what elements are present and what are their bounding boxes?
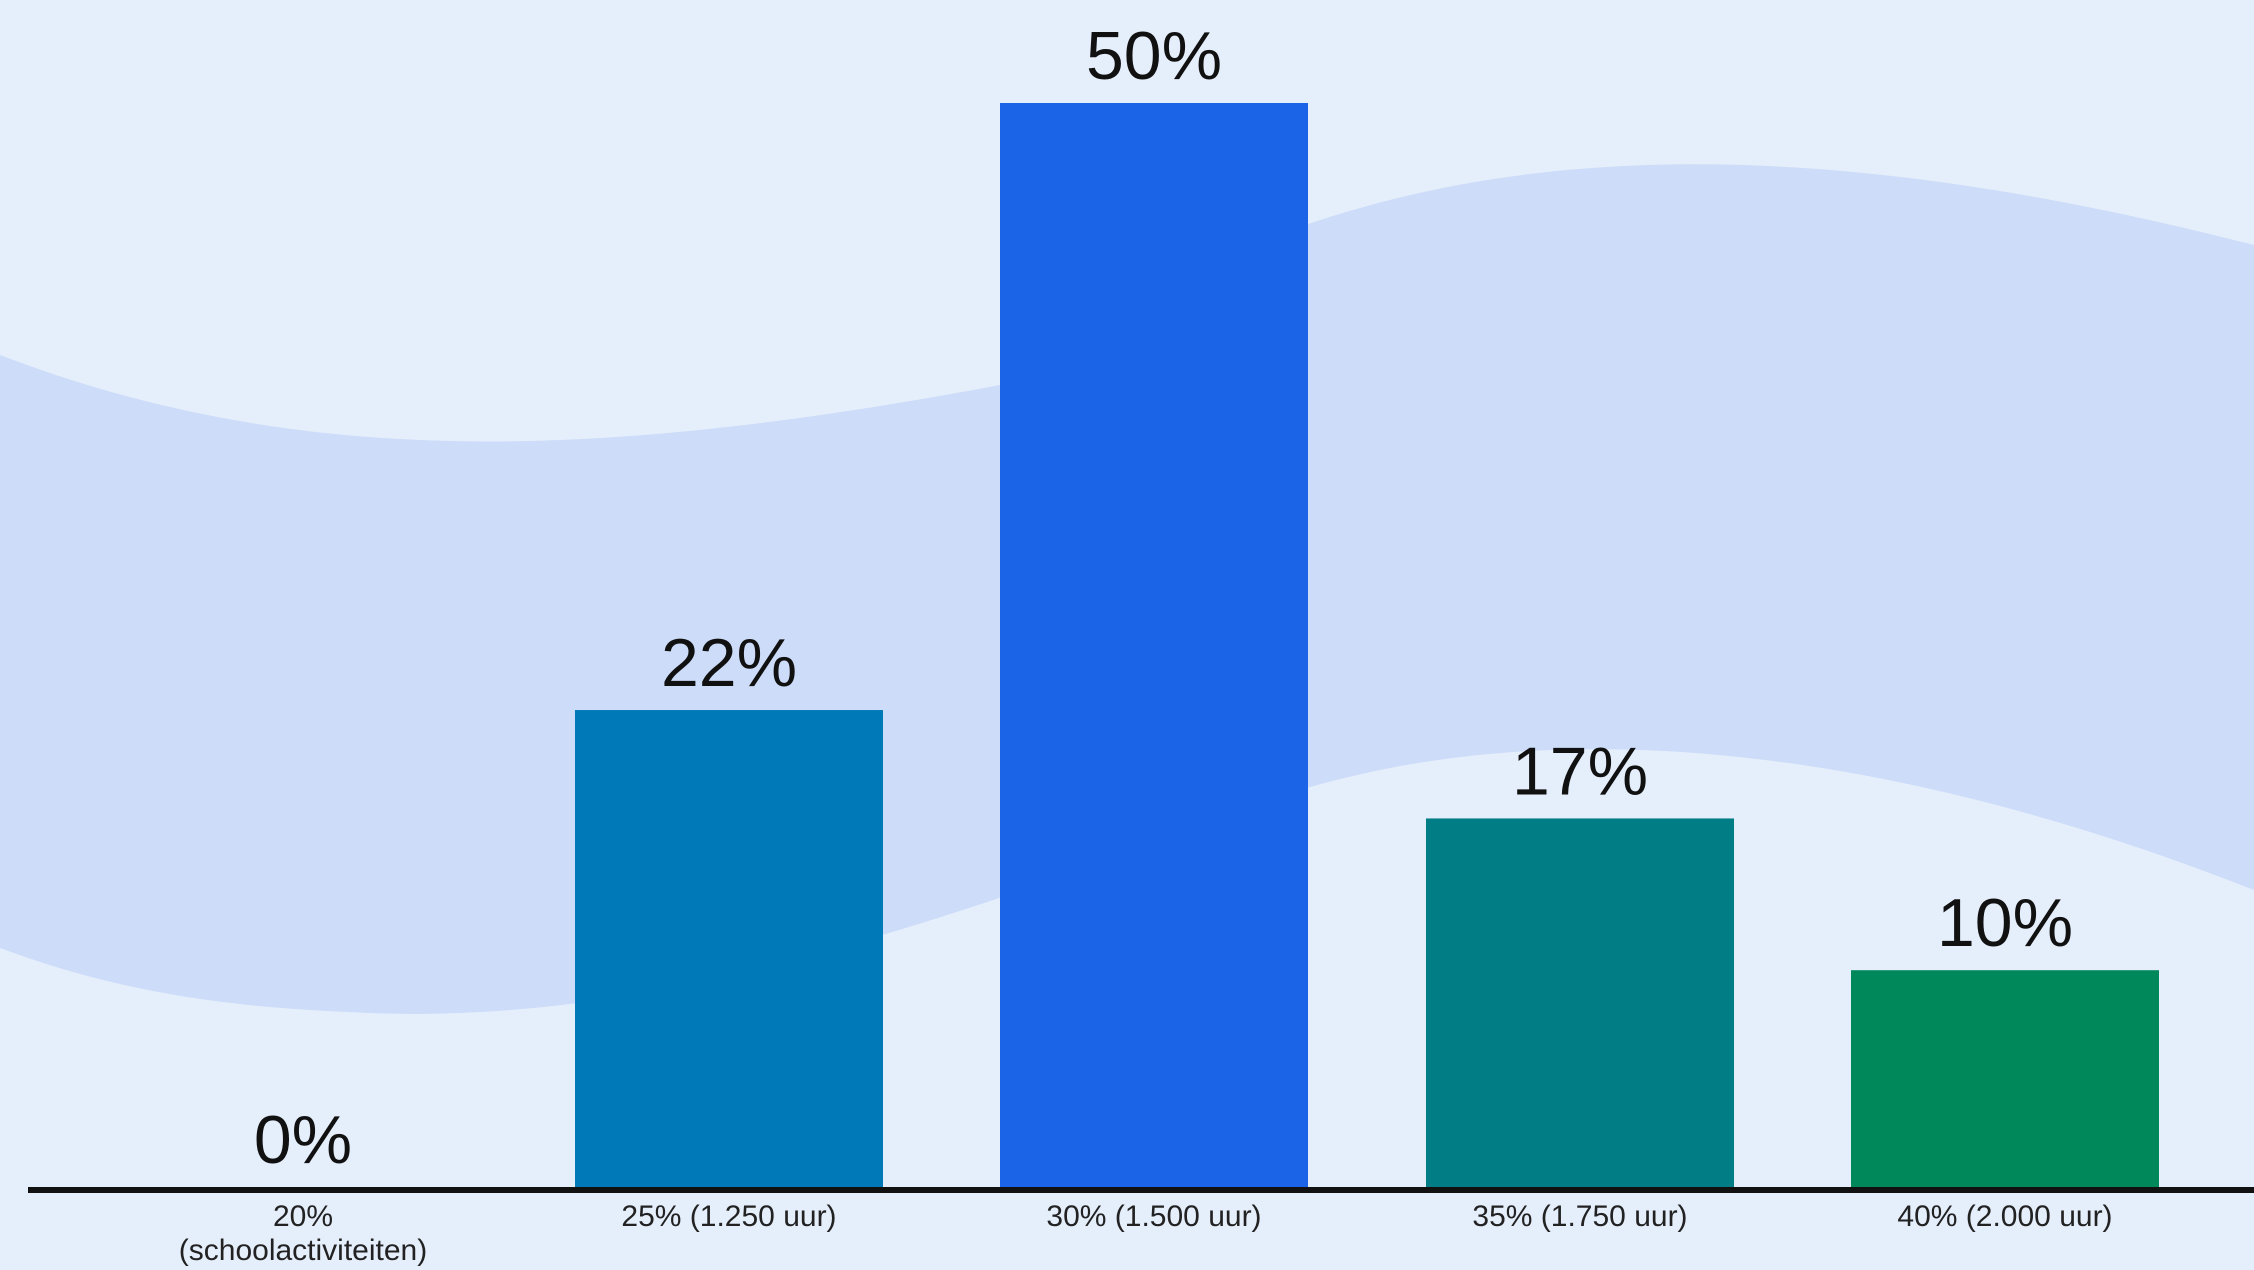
tick-label-line: 40% (2.000 uur) [1897, 1200, 2112, 1233]
value-labels: 0% 22% 50% 17% 10% [254, 18, 2073, 1178]
value-label-1: 22% [661, 625, 797, 701]
tick-label-4: 40% (2.000 uur) [1897, 1200, 2112, 1233]
tick-label-line: 30% (1.500 uur) [1046, 1200, 1261, 1233]
bars [575, 103, 2159, 1187]
x-axis-tick-labels: 20% (schoolactiviteiten) 25% (1.250 uur) 30… [179, 1200, 2113, 1267]
bar-4 [1851, 970, 2159, 1187]
tick-label-3: 35% (1.750 uur) [1472, 1200, 1687, 1233]
tick-label-1: 25% (1.250 uur) [621, 1200, 836, 1233]
tick-label-line: 35% (1.750 uur) [1472, 1200, 1687, 1233]
tick-label-2: 30% (1.500 uur) [1046, 1200, 1261, 1233]
tick-label-0: 20% (schoolactiviteiten) [179, 1200, 427, 1267]
value-label-2: 50% [1086, 18, 1222, 94]
bar-3 [1426, 818, 1734, 1187]
value-label-3: 17% [1512, 733, 1648, 809]
value-label-4: 10% [1937, 885, 2073, 961]
tick-label-line: (schoolactiviteiten) [179, 1234, 427, 1267]
value-label-0: 0% [254, 1102, 352, 1178]
bar-1 [575, 710, 883, 1187]
bar-2 [1000, 103, 1308, 1187]
tick-label-line: 25% (1.250 uur) [621, 1200, 836, 1233]
tick-label-line: 20% [273, 1200, 333, 1233]
